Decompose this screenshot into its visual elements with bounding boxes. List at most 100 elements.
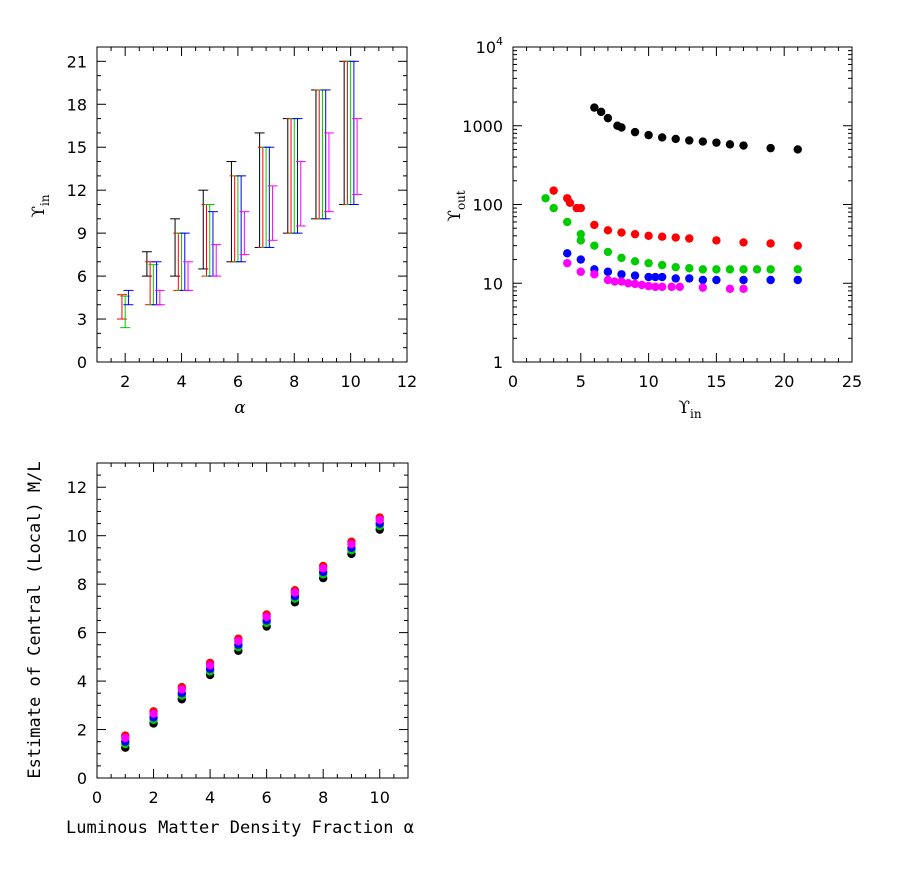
data-point bbox=[149, 709, 158, 718]
y-axis-label-text: Estimate of Central (Local) M/L bbox=[25, 461, 45, 778]
tick-labels: 0 2 4 6 8 10 0 2 4 6 8 10 12 bbox=[67, 478, 390, 807]
y-tick-label: 12 bbox=[67, 478, 87, 497]
y-axis-label-sub: in bbox=[38, 194, 52, 206]
axis-ticks bbox=[96, 46, 408, 363]
data-point bbox=[739, 284, 748, 294]
x-tick-label: 12 bbox=[397, 372, 417, 391]
data-point bbox=[712, 138, 721, 147]
x-axis-label: Luminous Matter Density Fraction α bbox=[66, 818, 414, 838]
x-tick-label: 0 bbox=[508, 372, 518, 391]
data-point bbox=[793, 241, 802, 250]
data-point bbox=[290, 588, 300, 597]
x-tick-label: 6 bbox=[233, 372, 243, 391]
data-point bbox=[590, 270, 599, 279]
x-tick-label: 10 bbox=[638, 372, 658, 391]
y-tick-label: 0 bbox=[77, 769, 87, 788]
data-point bbox=[318, 564, 328, 573]
y-tick-label: 10 bbox=[67, 527, 87, 546]
y-tick-label: 3 bbox=[77, 310, 87, 329]
y-tick-label: 6 bbox=[77, 624, 87, 643]
data-point bbox=[766, 275, 775, 285]
y-axis-label-sub: out bbox=[454, 190, 468, 210]
data-point bbox=[563, 217, 572, 227]
data-point bbox=[685, 264, 694, 273]
data-point bbox=[603, 247, 613, 257]
x-tick-label: 5 bbox=[576, 372, 586, 391]
y-tick-label: 104 bbox=[476, 35, 503, 57]
data-point bbox=[657, 282, 667, 292]
data-point bbox=[565, 198, 575, 208]
x-axis-label: ϒin bbox=[678, 398, 702, 421]
data-point bbox=[725, 265, 735, 274]
data-point bbox=[630, 279, 640, 289]
x-tick-label: 0 bbox=[92, 788, 102, 807]
data-point bbox=[630, 229, 640, 239]
panel-central-ml: 0 2 4 6 8 10 0 2 4 6 8 10 12 Luminous Matter Density… bbox=[25, 461, 414, 838]
data-point bbox=[671, 233, 680, 242]
svg-text:ϒin: ϒin bbox=[29, 194, 52, 218]
data-point bbox=[590, 241, 599, 250]
data-point bbox=[752, 265, 762, 274]
data-point bbox=[596, 107, 606, 117]
x-axis-label-sub: in bbox=[690, 407, 702, 421]
data-point bbox=[603, 267, 613, 276]
y-tick-label: 6 bbox=[77, 267, 87, 286]
x-tick-label: 2 bbox=[148, 788, 158, 807]
data-point bbox=[549, 203, 558, 213]
plot-frame bbox=[96, 46, 408, 363]
data-point bbox=[576, 267, 585, 276]
data-point bbox=[617, 277, 626, 286]
x-tick-label: 8 bbox=[289, 372, 299, 391]
y-tick-label: 10 bbox=[483, 274, 503, 293]
data-point bbox=[793, 145, 802, 154]
data-point bbox=[685, 234, 694, 243]
panel-upsilon-out: 0 5 10 15 20 25 1 10 100 1000 104 ϒin ϒout bbox=[445, 35, 862, 421]
data-point bbox=[739, 141, 748, 150]
data-point bbox=[617, 228, 626, 237]
data-point bbox=[590, 103, 599, 112]
y-tick-label: 100 bbox=[472, 196, 503, 215]
x-tick-label: 15 bbox=[706, 372, 726, 391]
data-point bbox=[644, 231, 653, 241]
x-tick-label: 4 bbox=[176, 372, 186, 391]
scatter-marks bbox=[541, 103, 802, 294]
y-tick-label: 2 bbox=[77, 721, 87, 740]
data-point bbox=[793, 265, 802, 274]
data-point bbox=[657, 133, 667, 142]
data-point bbox=[375, 515, 384, 525]
data-point bbox=[234, 636, 243, 646]
data-point bbox=[603, 113, 613, 123]
x-tick-label: 20 bbox=[774, 372, 794, 391]
data-point bbox=[671, 262, 680, 272]
scatter-marks bbox=[121, 513, 384, 752]
data-point bbox=[667, 282, 676, 292]
axis-ticks bbox=[96, 462, 409, 779]
data-point bbox=[725, 140, 735, 149]
data-point bbox=[576, 236, 585, 245]
data-point bbox=[739, 265, 748, 274]
data-point bbox=[177, 685, 187, 694]
y-tick-label: 9 bbox=[77, 224, 87, 243]
data-point bbox=[698, 265, 708, 274]
data-point bbox=[617, 123, 626, 132]
tick-labels: 2 4 6 8 10 12 0 3 6 9 12 15 18 21 bbox=[67, 52, 418, 391]
x-tick-label: 2 bbox=[120, 372, 130, 391]
data-point bbox=[603, 226, 613, 235]
data-point bbox=[675, 282, 684, 292]
y-axis-label: Estimate of Central (Local) M/L bbox=[25, 461, 45, 778]
x-axis-label: α bbox=[234, 398, 246, 418]
data-point bbox=[766, 265, 775, 274]
data-point bbox=[121, 733, 130, 743]
data-point bbox=[541, 194, 550, 203]
data-point bbox=[262, 612, 271, 622]
y-tick-label: 12 bbox=[67, 181, 87, 200]
x-tick-label: 6 bbox=[262, 788, 272, 807]
data-point bbox=[630, 127, 640, 137]
y-tick-label: 0 bbox=[77, 353, 87, 372]
plot-frame bbox=[512, 46, 853, 363]
y-tick-label: 1000 bbox=[462, 117, 503, 136]
y-tick-label: 21 bbox=[67, 52, 87, 71]
data-point bbox=[630, 257, 640, 266]
data-point bbox=[637, 280, 647, 290]
